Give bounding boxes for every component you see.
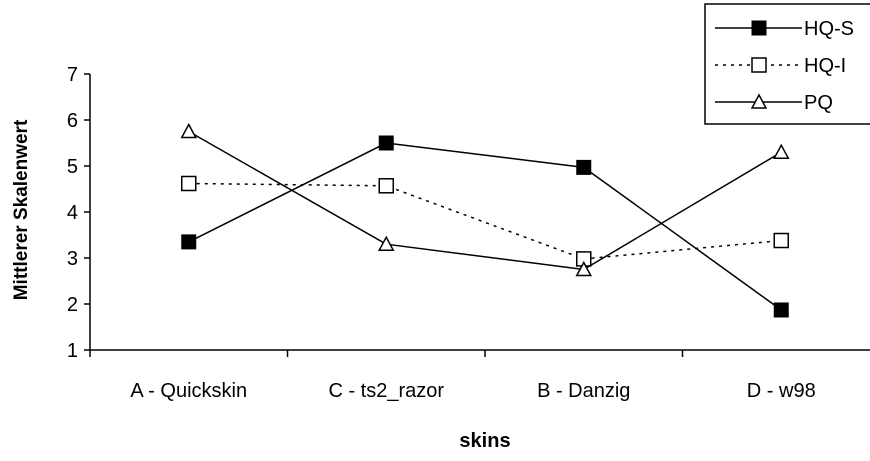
legend-label: PQ bbox=[804, 92, 833, 114]
data-point bbox=[773, 232, 789, 249]
data-point bbox=[181, 234, 197, 250]
data-point bbox=[378, 178, 394, 194]
x-axis-label: skins bbox=[459, 430, 510, 452]
series-line bbox=[188, 130, 782, 271]
legend-item: HQ-S bbox=[715, 18, 854, 40]
legend-label: HQ-S bbox=[804, 18, 854, 40]
series-line bbox=[188, 142, 782, 311]
y-tick-label: 5 bbox=[67, 156, 78, 178]
legend-marker bbox=[751, 20, 767, 36]
series-2 bbox=[180, 122, 790, 277]
y-tick-label: 6 bbox=[67, 110, 78, 132]
series-0 bbox=[181, 135, 789, 318]
x-tick-label: C - ts2_razor bbox=[328, 380, 444, 402]
data-point bbox=[378, 135, 394, 151]
axes bbox=[84, 73, 870, 357]
legend-item: HQ-I bbox=[715, 55, 846, 77]
y-tick-label: 7 bbox=[67, 64, 78, 86]
y-axis-label: Mittlerer Skalenwert bbox=[11, 119, 32, 300]
legend-label: HQ-I bbox=[804, 55, 846, 77]
x-tick-label: D - w98 bbox=[747, 380, 816, 402]
y-tick-label: 4 bbox=[67, 202, 78, 224]
legend: HQ-S HQ-I PQ bbox=[704, 3, 870, 125]
y-tick-label: 1 bbox=[67, 340, 78, 362]
data-point bbox=[575, 260, 593, 277]
legend-marker bbox=[751, 57, 767, 73]
y-tick-label: 2 bbox=[67, 294, 78, 316]
series-1 bbox=[181, 175, 789, 267]
series-lines bbox=[180, 122, 790, 318]
legend-item: PQ bbox=[715, 92, 833, 114]
x-tick-label: B - Danzig bbox=[537, 380, 630, 402]
legend-marker bbox=[750, 93, 768, 109]
data-point bbox=[772, 143, 790, 159]
x-tick-label: A - Quickskin bbox=[130, 380, 247, 402]
data-point bbox=[773, 302, 789, 318]
series-line bbox=[188, 182, 782, 260]
y-tick-label: 3 bbox=[67, 248, 78, 270]
data-point bbox=[377, 235, 395, 251]
data-point bbox=[181, 175, 197, 192]
data-point bbox=[576, 159, 592, 175]
tick-labels: 1 2 3 4 5 6 7 A - Quickskin C - ts2_razor B - Dan… bbox=[67, 64, 816, 402]
data-point bbox=[180, 122, 198, 139]
legend-box bbox=[704, 3, 870, 125]
